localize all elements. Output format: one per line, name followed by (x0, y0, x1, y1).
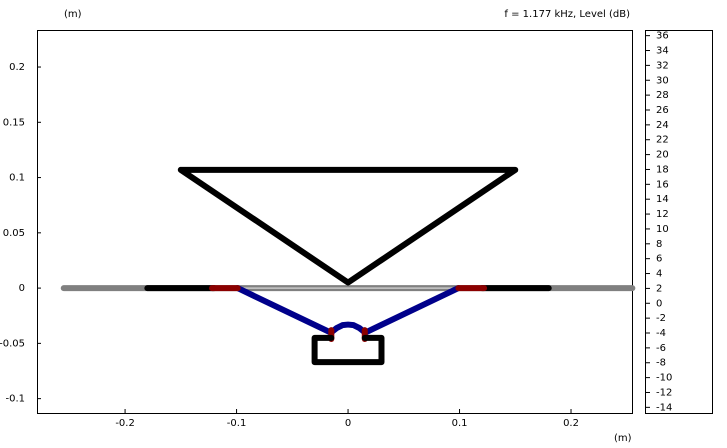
geometry-edge (311, 334, 385, 366)
y-axis-label: (m) (64, 9, 82, 20)
colorbar-tick-label: 14 (656, 194, 669, 205)
y-tick-label: 0.1 (9, 173, 25, 184)
colorbar-tick-label: 18 (656, 164, 669, 175)
x-tick-label: 0 (345, 418, 351, 429)
geometry-edge (177, 166, 519, 286)
x-tick-label: -0.1 (227, 418, 247, 429)
colorbar-tick-label: -2 (656, 313, 666, 324)
y-tick-label: 0 (19, 283, 25, 294)
y-tick-label: -0.05 (0, 338, 25, 349)
colorbar-tick-label: 20 (656, 150, 669, 161)
colorbar-tick-label: -8 (656, 358, 666, 369)
colorbar-tick-label: -14 (656, 402, 672, 413)
colorbar-tick-label: 16 (656, 179, 669, 190)
colorbar-tick-label: 2 (656, 283, 662, 294)
colorbar-tick-label: 8 (656, 239, 662, 250)
colorbar-tick-label: 36 (656, 31, 669, 42)
y-tick-label: 0.05 (3, 228, 25, 239)
colorbar-tick-label: 28 (656, 90, 669, 101)
geometry-edge (362, 285, 462, 336)
y-tick-label: 0.15 (3, 117, 25, 128)
colorbar-tick-label: 10 (656, 224, 669, 235)
colorbar-tick-label: 34 (656, 46, 669, 57)
plot-frame (37, 30, 633, 414)
chart-title: f = 1.177 kHz, Level (dB) (504, 9, 630, 20)
colorbar-tick-label: 0 (656, 298, 662, 309)
colorbar-tick-label: 22 (656, 135, 669, 146)
colorbar-tick-label: -6 (656, 343, 666, 354)
colorbar-tick-label: 12 (656, 209, 669, 220)
geometry-edge (234, 285, 334, 336)
x-axis-label: (m) (614, 433, 632, 444)
colorbar-tick-label: 4 (656, 269, 662, 280)
colorbar-tick-label: 30 (656, 75, 669, 86)
colorbar-frame (645, 30, 713, 414)
colorbar-tick-label: -12 (656, 387, 672, 398)
x-tick-label: -0.2 (115, 418, 135, 429)
colorbar-tick-label: 26 (656, 105, 669, 116)
y-tick-label: 0.2 (9, 62, 25, 73)
colorbar-tick-label: -4 (656, 328, 666, 339)
colorbar-tick-label: -10 (656, 373, 672, 384)
x-tick-label: 0.2 (563, 418, 579, 429)
colorbar-tick-label: 6 (656, 254, 662, 265)
geometry-edge (328, 321, 368, 336)
x-tick-label: 0.1 (452, 418, 468, 429)
colorbar-tick-label: 24 (656, 120, 669, 131)
y-tick-label: -0.1 (5, 394, 25, 405)
colorbar-tick-label: 32 (656, 60, 669, 71)
